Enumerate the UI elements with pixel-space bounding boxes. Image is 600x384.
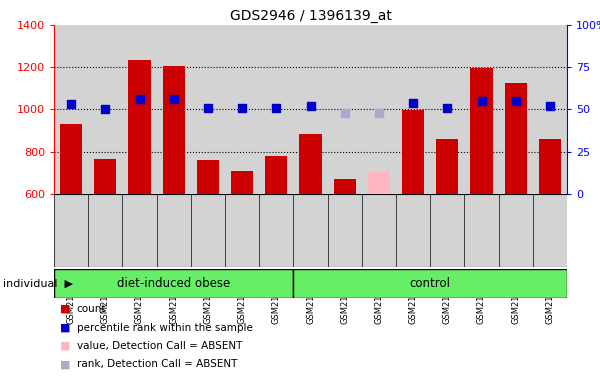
Point [169, 96, 179, 103]
Bar [60, 124, 82, 194]
Bar [128, 60, 151, 194]
Point [67, 101, 76, 108]
Text: value, Detection Call = ABSENT: value, Detection Call = ABSENT [77, 341, 242, 351]
Bar [54, 269, 293, 298]
Point [203, 105, 213, 111]
Bar [539, 139, 561, 194]
Text: ■: ■ [60, 341, 71, 351]
Text: percentile rank within the sample: percentile rank within the sample [77, 323, 253, 333]
Bar [94, 159, 116, 194]
Point [272, 105, 281, 111]
Point [545, 103, 555, 109]
Point [477, 98, 487, 104]
Point [101, 106, 110, 113]
Text: individual  ▶: individual ▶ [3, 278, 73, 288]
Text: ■: ■ [60, 304, 71, 314]
Bar [402, 111, 424, 194]
Bar [163, 66, 185, 194]
Bar [293, 269, 567, 298]
Bar [334, 179, 356, 194]
Bar [299, 134, 322, 194]
Text: ■: ■ [60, 323, 71, 333]
Text: diet-induced obese: diet-induced obese [117, 277, 230, 290]
Bar [265, 156, 287, 194]
Point [134, 96, 145, 103]
Point [511, 98, 521, 104]
Title: GDS2946 / 1396139_at: GDS2946 / 1396139_at [230, 8, 391, 23]
Point [374, 110, 384, 116]
Bar [505, 83, 527, 194]
Text: control: control [410, 277, 451, 290]
Text: rank, Detection Call = ABSENT: rank, Detection Call = ABSENT [77, 359, 237, 369]
Text: ■: ■ [60, 359, 71, 369]
Bar [197, 160, 219, 194]
Point [409, 99, 418, 106]
Point [306, 103, 316, 109]
Point [340, 110, 350, 116]
Bar [470, 68, 493, 194]
Point [238, 105, 247, 111]
Bar [368, 172, 390, 194]
Bar [436, 139, 458, 194]
Point [443, 105, 452, 111]
Text: count: count [77, 304, 106, 314]
Bar [231, 171, 253, 194]
